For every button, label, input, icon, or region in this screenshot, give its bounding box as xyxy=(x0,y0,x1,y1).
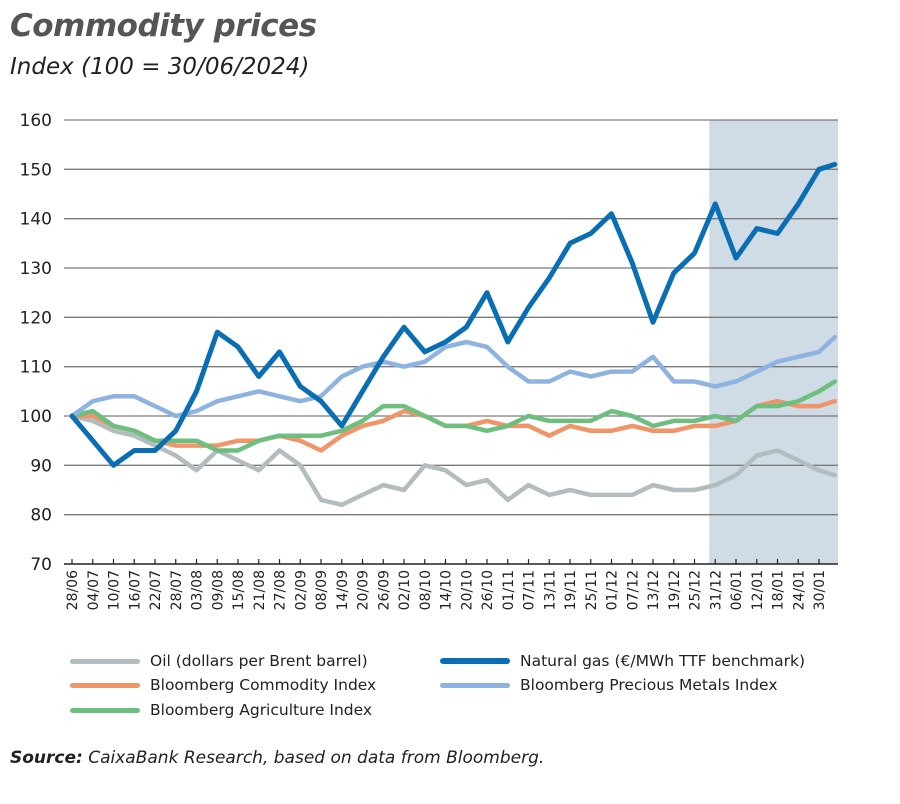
legend-commodity: Bloomberg Commodity Index xyxy=(70,676,376,694)
chart-title: Commodity prices xyxy=(10,8,317,44)
y-tick-label: 130 xyxy=(20,259,52,279)
x-tick-label: 13/11 xyxy=(542,570,558,610)
source-text: CaixaBank Research, based on data from B… xyxy=(88,748,545,768)
x-tick-label: 18/01 xyxy=(771,570,787,610)
x-tick-label: 20/10 xyxy=(459,570,475,610)
x-tick-label: 26/10 xyxy=(480,570,496,610)
y-tick-label: 80 xyxy=(30,506,52,526)
legend-swatch-agriculture xyxy=(70,707,140,713)
series-line-bloomberg-4 xyxy=(69,379,838,453)
legend-agriculture: Bloomberg Agriculture Index xyxy=(70,701,372,719)
x-tick-label: 30/01 xyxy=(812,570,828,610)
legend-oil: Oil (dollars per Brent barrel) xyxy=(70,652,368,670)
x-tick-label: 09/08 xyxy=(210,570,226,610)
legend-label-precious: Bloomberg Precious Metals Index xyxy=(520,676,778,694)
x-tick-label: 25/12 xyxy=(688,570,704,610)
legend-swatch-precious xyxy=(440,682,510,688)
x-tick-label: 25/11 xyxy=(584,570,600,610)
x-tick-label: 06/01 xyxy=(729,570,745,610)
x-tick-label: 10/07 xyxy=(107,570,123,610)
source-note: Source: CaixaBank Research, based on dat… xyxy=(10,748,544,768)
x-tick-label: 31/12 xyxy=(708,570,724,610)
shaded-region xyxy=(709,120,838,564)
x-tick-label: 28/07 xyxy=(169,570,185,610)
legend-label-commodity: Bloomberg Commodity Index xyxy=(150,676,377,694)
x-tick-label: 20/09 xyxy=(356,570,372,610)
x-tick-label: 07/11 xyxy=(522,570,538,610)
series-line-bloomberg-3 xyxy=(69,334,838,419)
x-tick-label: 04/07 xyxy=(86,570,102,610)
legend-swatch-commodity xyxy=(70,682,140,688)
y-tick-label: 110 xyxy=(20,358,52,378)
x-tick-label: 12/01 xyxy=(750,570,766,610)
x-tick-label: 02/09 xyxy=(293,570,309,610)
x-tick-label: 24/01 xyxy=(791,570,807,610)
y-tick-label: 120 xyxy=(20,308,52,328)
x-tick-label: 02/10 xyxy=(397,570,413,610)
y-tick-label: 90 xyxy=(30,456,52,476)
legend-precious: Bloomberg Precious Metals Index xyxy=(440,676,778,694)
x-tick-label: 15/08 xyxy=(231,570,247,610)
x-tick-label: 14/10 xyxy=(439,570,455,610)
series-line-oil-0 xyxy=(69,413,838,508)
x-tick-label: 26/09 xyxy=(376,570,392,610)
legend-swatch-oil xyxy=(70,658,140,664)
x-tick-label: 14/09 xyxy=(335,570,351,610)
x-tick-label: 08/09 xyxy=(314,570,330,610)
legend-label-gas: Natural gas (€/MWh TTF benchmark) xyxy=(520,652,806,670)
legend-label-agriculture: Bloomberg Agriculture Index xyxy=(150,701,373,719)
source-label: Source: xyxy=(10,748,83,768)
legend-label-oil: Oil (dollars per Brent barrel) xyxy=(150,652,368,670)
legend-swatch-gas xyxy=(440,658,510,664)
x-tick-label: 16/07 xyxy=(127,570,143,610)
x-tick-label: 28/06 xyxy=(65,570,81,610)
x-tick-label: 19/12 xyxy=(667,570,683,610)
x-tick-label: 01/12 xyxy=(605,570,621,610)
y-tick-label: 140 xyxy=(20,210,52,230)
x-tick-label: 01/11 xyxy=(501,570,517,610)
x-tick-label: 21/08 xyxy=(252,570,268,610)
legend-gas: Natural gas (€/MWh TTF benchmark) xyxy=(440,652,805,670)
series-line-natural-1 xyxy=(69,161,838,468)
y-tick-label: 100 xyxy=(20,407,52,427)
y-tick-label: 70 xyxy=(30,555,52,575)
chart-subtitle: Index (100 = 30/06/2024) xyxy=(10,54,310,80)
x-tick-label: 03/08 xyxy=(190,570,206,610)
x-tick-label: 19/11 xyxy=(563,570,579,610)
y-tick-label: 160 xyxy=(20,111,52,131)
x-tick-label: 08/10 xyxy=(418,570,434,610)
x-tick-label: 22/07 xyxy=(148,570,164,610)
line-chart: 70 80 90 100 110 120 130 140 150 160 28/06 04/07 10/… xyxy=(20,111,838,610)
x-tick-label: 13/12 xyxy=(646,570,662,610)
x-tick-label: 27/08 xyxy=(273,570,289,610)
x-tick-label: 07/12 xyxy=(625,570,641,610)
y-tick-label: 150 xyxy=(20,160,52,180)
